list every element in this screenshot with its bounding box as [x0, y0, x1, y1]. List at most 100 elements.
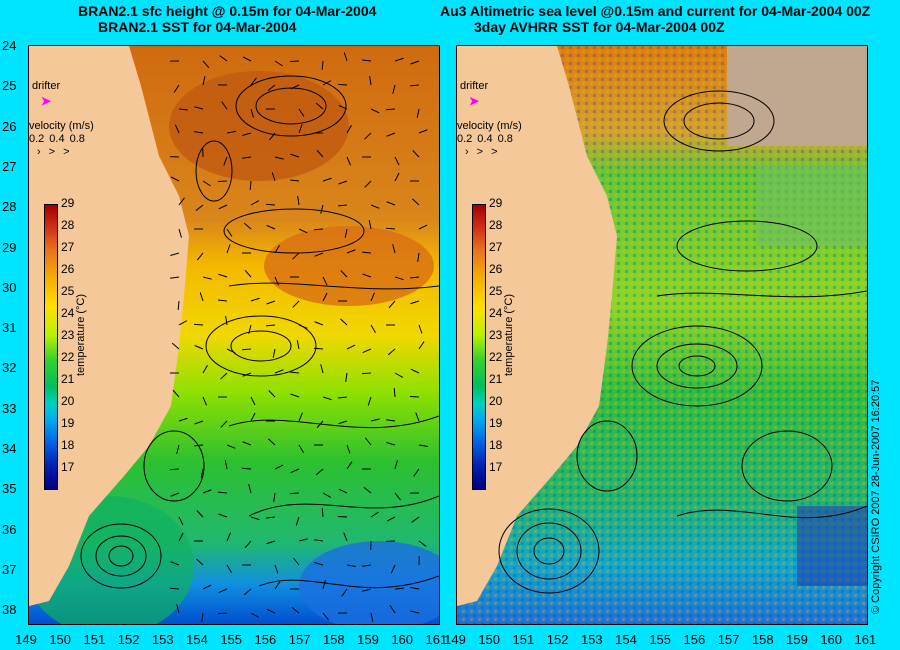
current-vector: [314, 252, 324, 257]
longitude-label: 158: [322, 632, 345, 647]
temperature-colorbar: [44, 204, 58, 490]
longitude-label: 151: [83, 632, 106, 647]
latitude-label: 31: [2, 320, 17, 336]
current-vector: [418, 224, 428, 230]
cb-tick: 25: [61, 284, 75, 298]
current-vector: [413, 468, 420, 477]
latitude-label: 37: [2, 561, 17, 577]
current-vector: [244, 269, 252, 278]
current-vector: [385, 227, 396, 230]
latitude-label: 36: [2, 521, 17, 537]
temperature-colorbar: [472, 204, 486, 490]
current-vector: [241, 348, 252, 351]
current-vector: [274, 276, 279, 286]
current-vector: [344, 228, 348, 238]
current-vector: [250, 516, 260, 521]
current-vector: [242, 132, 252, 136]
right-title-line1: Au3 Altimetric sea level @0.15m and curr…: [440, 3, 871, 19]
cb-tick: 20: [489, 394, 503, 408]
current-vector: [415, 412, 420, 422]
current-vector: [242, 156, 252, 159]
current-vector: [313, 347, 324, 350]
current-vector: [170, 276, 180, 279]
longitude-label: 150: [49, 632, 72, 647]
current-vector: [248, 324, 252, 334]
longitude-label: 152: [546, 632, 569, 647]
current-vector: [361, 251, 372, 254]
current-vector: [193, 444, 204, 447]
altimetry-contours: [498, 90, 867, 594]
current-vector: [202, 276, 212, 280]
current-vector: [386, 442, 396, 446]
cb-tick: 18: [61, 438, 75, 452]
current-vector: [202, 489, 212, 494]
current-vector: [272, 348, 276, 358]
current-vector: [226, 130, 236, 134]
current-vector: [268, 438, 276, 446]
current-vector: [410, 60, 420, 65]
current-vector: [298, 412, 303, 422]
current-vector: [367, 396, 372, 406]
current-vector: [178, 197, 185, 206]
longitude-label: 157: [288, 632, 311, 647]
current-vector: [220, 420, 228, 428]
current-vector: [202, 584, 212, 590]
current-vector: [337, 204, 348, 207]
current-vector: [386, 419, 396, 422]
current-vector: [242, 441, 252, 446]
longitude-label: 154: [186, 632, 208, 647]
velocity-scale-2: 0.8: [69, 133, 85, 145]
current-vector: [387, 348, 396, 356]
model-sst-field: [29, 46, 439, 624]
current-vector: [274, 369, 284, 374]
current-vector: [343, 52, 348, 62]
current-vector: [265, 324, 276, 327]
current-vector: [225, 316, 228, 326]
copyright-notice: © Copyright CSIRO 2007 28-Jun-2007 16:20…: [870, 379, 882, 614]
latitude-label: 24: [2, 38, 17, 53]
current-vector: [274, 156, 284, 160]
current-vector: [322, 177, 332, 182]
current-vector: [298, 538, 308, 542]
current-vector: [370, 418, 380, 422]
current-vector: [314, 562, 324, 566]
current-vector: [370, 324, 376, 334]
current-vector: [226, 348, 236, 354]
current-vector: [321, 507, 324, 518]
latitude-label: 27: [2, 158, 17, 174]
current-vector: [412, 198, 420, 206]
latitude-label: 33: [2, 400, 17, 416]
current-vector: [250, 396, 256, 406]
current-vector: [418, 324, 423, 334]
current-vector: [411, 516, 420, 523]
current-vector: [388, 300, 396, 309]
current-vector: [170, 252, 180, 256]
current-vector: [176, 444, 180, 454]
current-vector: [274, 564, 279, 574]
latitude-label: 26: [2, 118, 17, 134]
left-title-line2: BRAN2.1 SST for 04-Mar-2004: [98, 19, 297, 35]
current-vector: [316, 149, 324, 158]
current-vector: [176, 604, 180, 614]
current-vector: [289, 371, 300, 374]
velocity-scale-0: 0.2: [29, 133, 45, 145]
current-vector: [410, 586, 420, 590]
right-title: Au3 Altimetric sea level @0.15m and curr…: [440, 3, 870, 35]
longitude-label: 156: [254, 632, 277, 647]
current-vector: [386, 132, 396, 137]
longitude-label: 161: [425, 632, 448, 647]
current-vector: [370, 612, 374, 622]
current-vector: [274, 244, 280, 254]
cb-tick: 21: [61, 372, 75, 386]
current-vector: [274, 464, 284, 470]
current-vector: [394, 587, 405, 590]
current-vector: [364, 437, 372, 446]
current-vector: [418, 129, 428, 134]
cb-tick: 20: [61, 394, 75, 408]
current-vector: [346, 564, 356, 568]
current-vector: [290, 468, 300, 474]
current-vector: [346, 444, 351, 454]
current-vector: [194, 131, 204, 134]
current-vector: [202, 364, 208, 374]
ssh-contours: [80, 75, 439, 589]
